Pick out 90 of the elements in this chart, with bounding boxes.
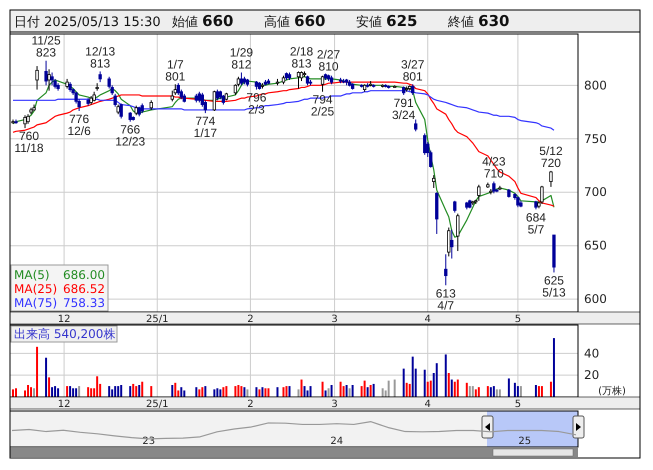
annotation: 2/27 810 xyxy=(316,48,341,74)
candlestick xyxy=(444,254,448,286)
x-tick-label: 25/1 xyxy=(146,399,168,410)
text: MA(25) 686.52 xyxy=(14,282,105,296)
candlestick xyxy=(477,184,480,202)
x-tick-label: 3 xyxy=(331,399,338,410)
x-tick-label: 24 xyxy=(330,436,344,447)
text: 終値 630 xyxy=(447,12,510,30)
candlestick xyxy=(432,174,436,188)
y-tick-label: 20 xyxy=(584,368,600,382)
text: MA(5) 686.00 xyxy=(14,268,105,282)
annotation: 12/13 813 xyxy=(85,44,116,70)
y-tick-label: 700 xyxy=(584,185,607,200)
annotation: 684 5/7 xyxy=(526,210,546,236)
candlestick xyxy=(411,84,414,96)
x-tick-label: 23 xyxy=(142,436,156,447)
x-tick-label: 4 xyxy=(424,314,431,325)
text: 安値 625 xyxy=(356,12,418,30)
annotation: 776 12/6 xyxy=(67,112,92,138)
annotation: 613 4/7 xyxy=(436,286,456,312)
candlestick xyxy=(138,106,141,117)
x-tick-label: 12 xyxy=(58,399,70,410)
y-tick-label: 40 xyxy=(584,346,600,360)
candlestick xyxy=(68,82,72,92)
candlestick xyxy=(306,75,310,86)
candlestick xyxy=(176,82,180,96)
candlestick xyxy=(128,112,132,122)
candlestick xyxy=(140,103,144,114)
x-tick-label: 2 xyxy=(247,314,254,325)
chart-title: 出来高 540,200株 xyxy=(14,327,116,341)
y-tick-label: 600 xyxy=(584,292,607,306)
y-axis-title: (万株) xyxy=(598,385,626,397)
annotation: 774 1/17 xyxy=(194,114,218,140)
candlestick xyxy=(92,91,96,102)
x-tick-label: 2 xyxy=(247,399,254,410)
candlestick xyxy=(198,91,201,103)
annotation: 791 3/24 xyxy=(392,96,416,122)
candlestick xyxy=(549,170,553,188)
candlestick xyxy=(453,200,456,214)
x-tick-label: 25 xyxy=(518,436,532,447)
annotation: 2/18 813 xyxy=(290,44,314,70)
candlestick xyxy=(540,185,544,205)
x-tick-label: 3 xyxy=(331,314,338,325)
y-tick-label: 750 xyxy=(584,132,607,146)
annotation: 3/27 801 xyxy=(401,57,425,84)
x-tick-label: 5 xyxy=(514,314,522,325)
annotation: 11/25 823 xyxy=(31,34,61,60)
candlestick xyxy=(170,90,174,102)
candlestick xyxy=(44,60,48,86)
chart-title: 日付 2025/05/13 15:30 xyxy=(14,15,161,30)
candlestick xyxy=(114,93,117,108)
annotation: 1/29 812 xyxy=(230,45,254,72)
annotation: 5/12 720 xyxy=(539,144,563,170)
text: 始値 660 xyxy=(172,12,234,30)
candlestick xyxy=(26,114,30,124)
candlestick xyxy=(320,75,324,92)
candlestick xyxy=(222,94,226,106)
candlestick xyxy=(447,227,450,257)
candlestick xyxy=(216,89,220,101)
x-tick-label: 12 xyxy=(58,314,70,325)
annotation: 760 11/18 xyxy=(14,129,44,156)
x-tick-label: 5 xyxy=(514,399,522,410)
candlestick xyxy=(240,72,244,86)
candlestick xyxy=(150,100,153,110)
y-tick-label: 800 xyxy=(584,78,607,92)
candlestick xyxy=(65,78,69,90)
candlestick xyxy=(98,70,102,83)
candlestick xyxy=(120,103,123,119)
x-tick-label: 25/1 xyxy=(146,314,168,325)
candlestick xyxy=(50,72,54,86)
candlestick xyxy=(134,105,138,116)
candlestick xyxy=(23,114,27,129)
text: 高値 660 xyxy=(264,12,326,30)
candlestick xyxy=(516,196,520,208)
candlestick xyxy=(492,181,496,194)
y-tick-label: 650 xyxy=(584,238,607,253)
candlestick xyxy=(296,70,300,90)
candlestick xyxy=(456,213,460,252)
x-tick-label: 4 xyxy=(424,399,431,410)
annotation: 625 5/13 xyxy=(542,273,566,300)
candlestick xyxy=(35,66,39,90)
candlestick xyxy=(47,68,51,92)
text: MA(75) 758.33 xyxy=(14,296,105,310)
candlestick xyxy=(414,119,418,132)
annotation: 1/7 801 xyxy=(165,57,186,84)
candlestick xyxy=(212,90,216,112)
annotation: 766 12/23 xyxy=(115,122,146,149)
candlestick xyxy=(450,229,454,260)
candlestick xyxy=(116,104,120,115)
candlestick xyxy=(423,132,426,156)
